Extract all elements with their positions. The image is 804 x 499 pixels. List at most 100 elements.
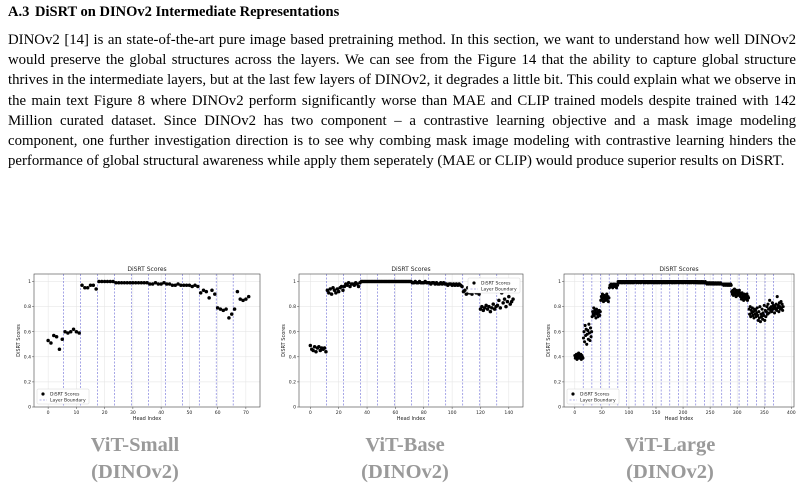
data-point	[80, 283, 84, 288]
plot-frame	[33, 273, 261, 408]
data-point	[504, 304, 508, 309]
data-point	[148, 282, 152, 286]
data-point	[57, 347, 62, 352]
data-point	[502, 297, 507, 301]
data-point	[314, 350, 318, 354]
data-point	[737, 288, 741, 292]
data-point	[758, 320, 762, 324]
data-point	[63, 329, 67, 334]
data-point	[193, 283, 197, 288]
data-point	[246, 294, 251, 299]
data-point	[317, 345, 321, 349]
data-point	[165, 282, 169, 286]
data-point	[66, 331, 70, 335]
data-point	[614, 286, 619, 290]
y-tick-label: 0	[293, 405, 296, 411]
data-point	[125, 281, 129, 285]
data-point	[131, 281, 135, 285]
caption-vit-base: ViT-Base (DINOv2)	[330, 432, 480, 486]
data-point	[324, 350, 328, 354]
data-point	[745, 292, 749, 296]
data-point	[780, 302, 784, 306]
data-point	[583, 340, 587, 344]
data-point	[586, 328, 590, 333]
data-point	[588, 338, 592, 343]
data-point	[91, 283, 96, 288]
data-point	[244, 297, 248, 301]
data-point	[777, 310, 781, 314]
section-number: A.3	[8, 4, 30, 20]
data-point	[581, 336, 586, 340]
y-tick-label: 0.2	[24, 380, 31, 386]
caption-vit-large: ViT-Large (DINOv2)	[595, 432, 745, 486]
x-tick-label: 10	[73, 410, 79, 416]
data-point	[97, 279, 101, 284]
data-point	[588, 326, 593, 330]
data-point	[145, 281, 149, 285]
data-point	[224, 307, 228, 311]
caption-line-2: (DINOv2)	[361, 461, 449, 483]
data-point	[582, 330, 586, 334]
data-point	[765, 305, 769, 309]
y-tick-label: 0.2	[554, 380, 561, 386]
legend-label-boundary: Layer Boundary	[580, 398, 616, 404]
chart-vit-base: DiSRT Scores 0 0.2 0.4 0.6 0.8 1 0 20 40 60 80 100 12…	[281, 266, 524, 422]
data-point	[329, 292, 334, 296]
data-point	[184, 283, 189, 288]
data-point	[204, 289, 209, 294]
data-point	[207, 296, 211, 300]
data-point	[334, 291, 338, 295]
data-point	[83, 286, 87, 290]
data-point	[767, 311, 771, 315]
data-point	[213, 292, 217, 296]
y-tick-label: 0.8	[289, 304, 296, 310]
x-tick-label: 300	[733, 410, 742, 416]
data-point	[490, 306, 494, 310]
x-tick-label: 40	[364, 410, 370, 416]
y-axis-label: DiSRT Scores	[546, 324, 552, 357]
y-tick-label: 0.4	[289, 354, 296, 360]
data-point	[498, 306, 503, 310]
data-point	[215, 306, 220, 310]
data-point	[221, 308, 226, 313]
x-tick-label: 60	[392, 410, 398, 416]
data-point	[592, 313, 596, 317]
data-point	[336, 289, 341, 294]
data-point	[94, 287, 98, 291]
data-point	[108, 279, 113, 284]
y-tick-label: 0.4	[24, 354, 31, 360]
data-point	[463, 288, 467, 293]
data-point	[581, 356, 585, 360]
x-tick-label: 0	[573, 410, 576, 416]
data-point	[179, 283, 183, 288]
section-heading: A.3 DiSRT on DINOv2 Intermediate Represen…	[8, 4, 339, 21]
y-tick-label: 0.8	[554, 304, 561, 310]
data-point	[181, 283, 186, 288]
x-tick-label: 200	[679, 410, 688, 416]
data-point	[153, 281, 158, 285]
data-point	[606, 300, 610, 304]
data-point	[746, 296, 751, 300]
y-tick-label: 0	[558, 405, 561, 411]
x-tick-label: 0	[309, 410, 312, 416]
y-tick-label: 1	[28, 279, 31, 285]
caption-line-2: (DINOv2)	[91, 461, 179, 483]
data-point	[590, 330, 594, 334]
data-point	[598, 313, 602, 317]
legend-label-scores: DiSRT Scores	[481, 281, 511, 287]
data-point	[119, 281, 124, 285]
data-point	[117, 281, 121, 285]
figure-vit-large: DiSRT Scores 0 0.2 0.4 0.6 0.8 1 0 50 100 150 200 25…	[534, 262, 798, 422]
data-point	[507, 294, 511, 299]
data-point	[159, 282, 163, 286]
data-point	[100, 279, 104, 284]
data-point	[68, 329, 73, 334]
x-tick-label: 20	[336, 410, 342, 416]
x-tick-label: 100	[625, 410, 634, 416]
x-tick-label: 20	[102, 410, 108, 416]
data-point	[762, 303, 766, 307]
data-point	[187, 283, 192, 288]
data-point	[758, 305, 762, 309]
data-point	[308, 343, 313, 348]
legend-box	[566, 388, 620, 405]
